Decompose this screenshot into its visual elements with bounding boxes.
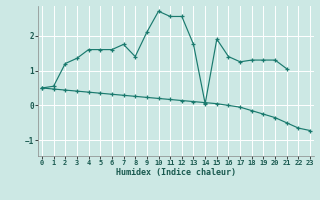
X-axis label: Humidex (Indice chaleur): Humidex (Indice chaleur) <box>116 168 236 177</box>
